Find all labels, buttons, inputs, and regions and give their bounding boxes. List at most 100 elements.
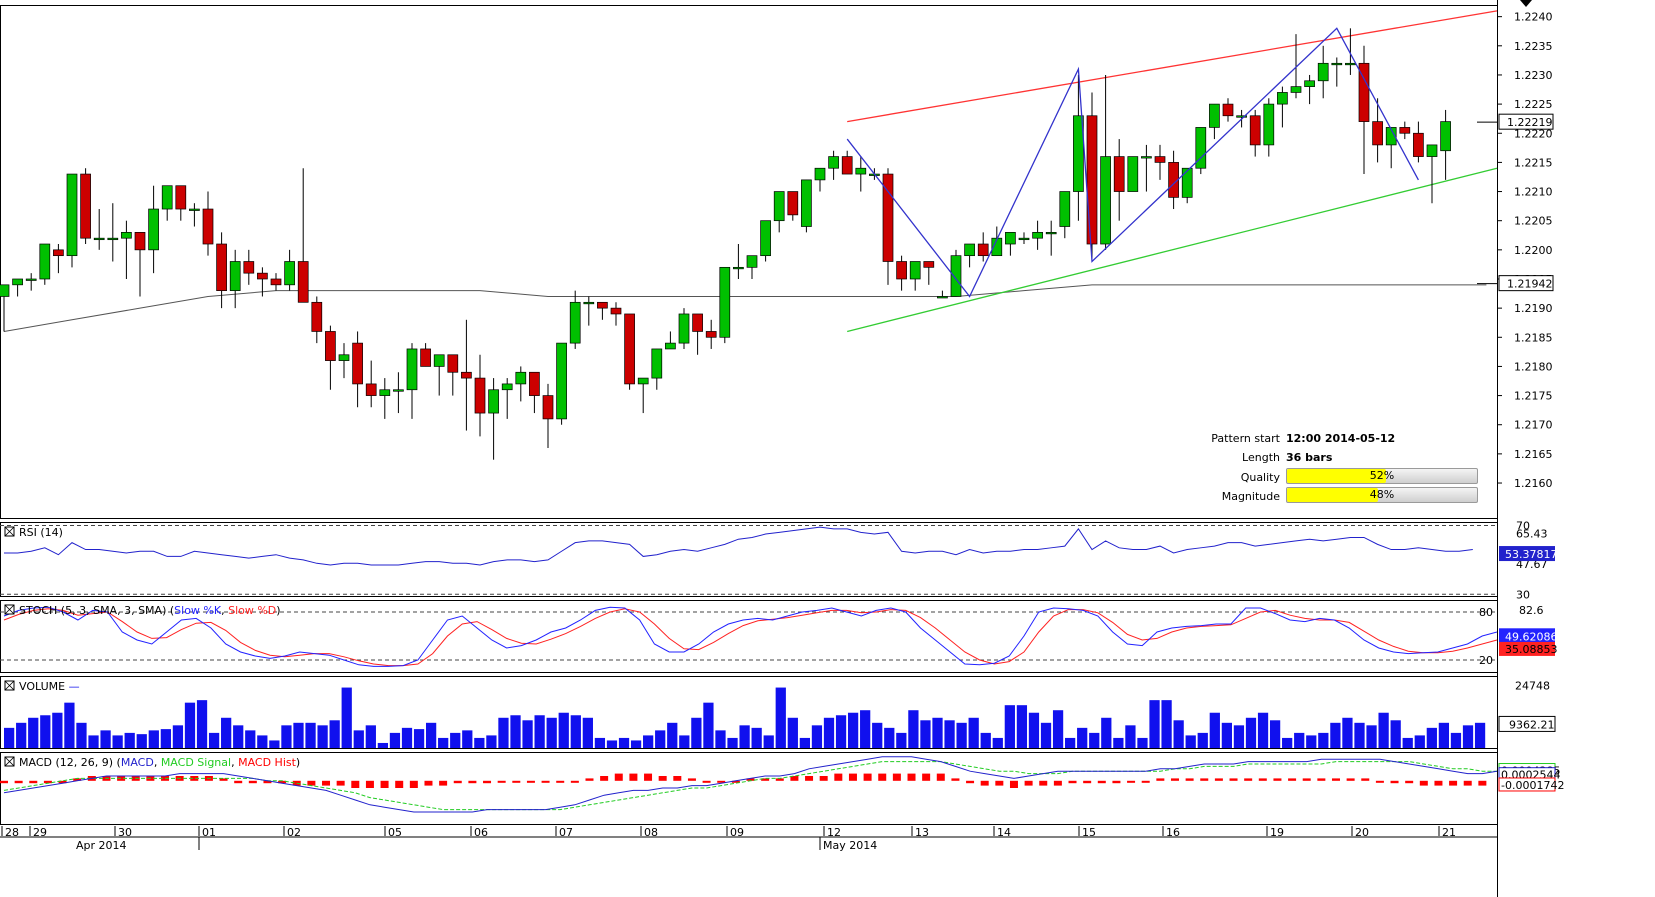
macd-hist-bar [190, 776, 199, 781]
day-label: 01 [202, 826, 216, 839]
pattern-info-box: Pattern start 12:00 2014-05-12 Length 36… [1190, 430, 1490, 510]
volume-bar [1065, 737, 1076, 748]
macd-hist-bar [541, 780, 550, 783]
candle-bull [12, 278, 23, 286]
candle-bear [297, 261, 309, 303]
macd-hist-bar [365, 780, 374, 788]
volume-bar [582, 717, 593, 748]
macd-hist-bar [1449, 780, 1458, 786]
price-tick-label: 1.2165 [1514, 448, 1553, 461]
stoch-d-box [1499, 641, 1555, 656]
volume-bar [1438, 722, 1450, 748]
candle-bear [1413, 132, 1424, 157]
macd-hist-bar [1097, 780, 1106, 784]
volume-bar [1077, 727, 1088, 748]
candle-bull [1263, 103, 1275, 146]
candle-bull [1073, 115, 1084, 192]
macd-hist-bar [43, 780, 52, 784]
volume-bar [365, 725, 376, 748]
macd-hist-bar [687, 778, 696, 781]
macd-hist-bar [263, 780, 272, 784]
ma-price-box [1498, 275, 1554, 292]
candle-bull [1277, 92, 1288, 105]
macd-hist-bar [834, 773, 843, 781]
volume-bar [1462, 725, 1474, 748]
macd-hist-bar [585, 778, 594, 781]
volume-bar [1414, 735, 1425, 748]
volume-bar [413, 729, 425, 748]
volume-bar [1185, 735, 1196, 748]
volume-bar [811, 725, 823, 748]
volume-bar [208, 732, 220, 748]
candle-bear [882, 173, 894, 262]
candle-bull [1059, 191, 1071, 227]
candle-bull [1440, 121, 1451, 152]
candle-bull [93, 237, 105, 241]
candle-bear [80, 173, 91, 239]
panel-label-macd: MACD (12, 26, 9) (MACD, MACD Signal, MAC… [19, 756, 300, 769]
macd-hist-bar [1053, 780, 1062, 786]
candle-bull [433, 354, 445, 367]
candle-bull [651, 348, 663, 379]
volume-bar [160, 729, 171, 748]
volume-bar [715, 730, 726, 748]
candle-bull [1317, 62, 1329, 82]
volume-bar [293, 722, 304, 748]
macd-hist-bar [1317, 778, 1326, 781]
volume-bar [184, 702, 196, 748]
volume-bar [1173, 720, 1184, 748]
rsi-current-box [1499, 546, 1555, 562]
candle-bull [229, 261, 241, 291]
candle-bear [365, 383, 377, 396]
volume-bar [124, 732, 135, 748]
day-label: 28 [5, 826, 19, 839]
candle-bear [202, 208, 214, 245]
volume-current-box [1498, 715, 1556, 732]
macd-hist-bar [1390, 780, 1399, 784]
volume-bar [1233, 725, 1245, 748]
day-label: 29 [33, 826, 47, 839]
macd-hist-bar [1185, 778, 1194, 781]
price-tick-label: 1.2190 [1514, 302, 1553, 315]
macd-hist-bar [248, 780, 257, 784]
support-line [847, 167, 1498, 333]
day-label: 07 [559, 826, 573, 839]
macd-hist-bar [1156, 778, 1165, 781]
volume-bar [1101, 717, 1112, 748]
macd-hist-bar [658, 776, 667, 781]
day-label: 02 [287, 826, 301, 839]
candle-bull [161, 185, 173, 210]
macd-hist-bar [1039, 780, 1048, 786]
volume-bar [257, 735, 268, 748]
volume-bar [269, 740, 280, 748]
candle-bear [311, 301, 323, 332]
volume-bar [667, 722, 678, 748]
candle-bull [637, 377, 649, 385]
volume-bar [1354, 722, 1365, 748]
rsi-line [4, 526, 1473, 566]
candle-bull [801, 179, 812, 227]
scroll-marker-icon [1520, 0, 1532, 7]
candle-bear [787, 191, 799, 216]
macd-hist-bar [673, 776, 682, 781]
volume-bar [896, 732, 907, 748]
candle-bear [841, 156, 853, 175]
volume-bar [835, 715, 847, 748]
candle-bull [1127, 156, 1139, 192]
quality-bar: 52% [1286, 468, 1478, 484]
panel-label-stoch: STOCH (5, 3, SMA, 3, SMA) (Slow %K, Slow… [19, 604, 281, 617]
candle-bear [1249, 115, 1261, 146]
volume-bar [1426, 727, 1437, 748]
macd-hist-bar [644, 773, 653, 781]
day-label: 06 [474, 826, 488, 839]
macd-hist-bar [1127, 780, 1136, 783]
candle-bull [379, 389, 391, 396]
volume-bar [1342, 717, 1353, 748]
candle-bull [515, 371, 527, 385]
macd-hist-bar [1170, 778, 1179, 781]
volume-bar [980, 732, 991, 748]
volume-bar [920, 720, 931, 748]
candle-bear [257, 272, 268, 280]
price-tick-label: 1.2220 [1514, 127, 1553, 140]
